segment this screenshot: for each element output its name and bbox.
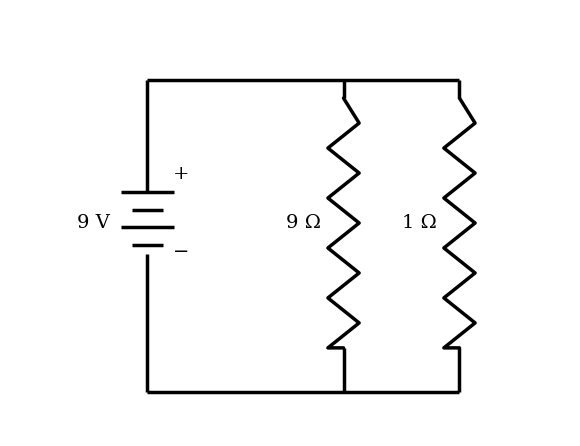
Text: +: + (172, 165, 189, 183)
Text: 9 Ω: 9 Ω (286, 214, 321, 232)
Text: 1 Ω: 1 Ω (402, 214, 437, 232)
Text: 9 V: 9 V (77, 214, 110, 232)
Text: −: − (172, 243, 189, 261)
